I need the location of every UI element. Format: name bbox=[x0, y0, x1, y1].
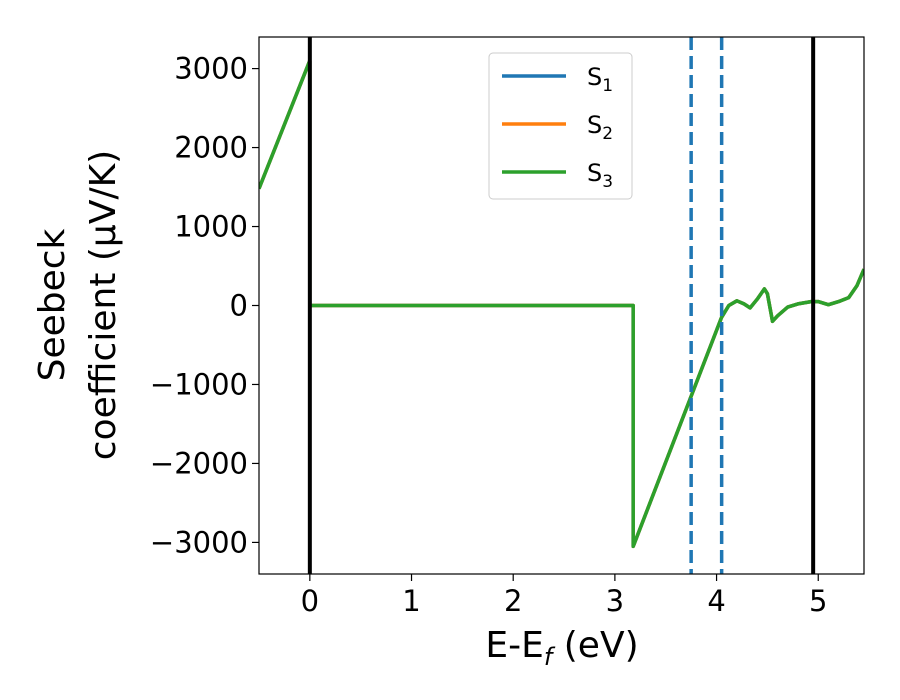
legend-label-s2: S2 bbox=[587, 111, 613, 144]
legend-label-s1: S1 bbox=[587, 63, 613, 96]
x-tick-label: 1 bbox=[402, 584, 420, 618]
y-tick-label: 3000 bbox=[174, 52, 248, 86]
x-tick-label: 0 bbox=[301, 584, 319, 618]
y-axis-label-line2: coefficient (μV/K) bbox=[83, 150, 124, 460]
legend-box bbox=[488, 52, 633, 200]
x-tick-label: 5 bbox=[809, 584, 827, 618]
y-tick-label: 2000 bbox=[174, 131, 248, 165]
y-axis-label-line1: Seebeck bbox=[32, 228, 73, 381]
series-line-s3 bbox=[259, 58, 864, 549]
y-tick-label: 0 bbox=[230, 289, 248, 323]
y-axis-ticks: −3000 −2000 −1000 0 1000 2000 3000 bbox=[150, 52, 259, 559]
x-axis-label-main: E-E bbox=[485, 625, 543, 666]
y-tick-label: 1000 bbox=[174, 210, 248, 244]
y-tick-label: −3000 bbox=[150, 525, 248, 559]
y-axis-label: Seebeck coefficient (μV/K) bbox=[32, 150, 124, 460]
reference-lines bbox=[307, 37, 816, 574]
x-axis-label: E-Ef (eV) bbox=[485, 625, 638, 671]
x-axis-ticks: 0 1 2 3 4 5 bbox=[301, 574, 827, 618]
legend: S1 S2 S3 bbox=[488, 52, 633, 200]
y-tick-label: −1000 bbox=[150, 367, 248, 401]
x-tick-label: 4 bbox=[707, 584, 725, 618]
series-lines bbox=[259, 58, 864, 549]
y-tick-label: −2000 bbox=[150, 446, 248, 480]
legend-label-s3: S3 bbox=[587, 159, 613, 192]
x-axis-label-unit: (eV) bbox=[552, 625, 638, 666]
x-tick-label: 2 bbox=[504, 584, 522, 618]
x-tick-label: 3 bbox=[606, 584, 624, 618]
